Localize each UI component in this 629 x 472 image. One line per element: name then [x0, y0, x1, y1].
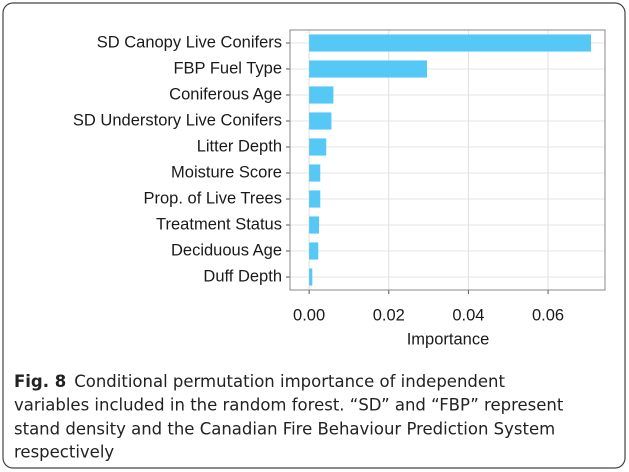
bar: [309, 138, 327, 156]
x-tick-label: 0.04: [452, 306, 484, 324]
y-tick-label: FBP Fuel Type: [173, 59, 282, 77]
bar: [309, 164, 321, 182]
bar: [309, 242, 319, 260]
bar: [309, 112, 332, 130]
bar: [309, 190, 321, 208]
y-tick-label: Treatment Status: [156, 215, 282, 233]
y-tick-label: Prop. of Live Trees: [144, 189, 283, 207]
y-tick-label: SD Understory Live Conifers: [73, 111, 282, 129]
caption-line: stand density and the Canadian Fire Beha…: [14, 420, 555, 439]
bar: [309, 216, 320, 234]
y-tick-label: Coniferous Age: [169, 85, 282, 103]
y-tick-label: Moisture Score: [171, 163, 282, 181]
bar: [309, 86, 334, 104]
caption-line: respectively: [14, 443, 114, 462]
y-tick-label: Deciduous Age: [171, 241, 282, 259]
x-tick-label: 0.02: [373, 306, 405, 324]
y-tick-label: Duff Depth: [203, 267, 282, 285]
caption-line: variables included in the random forest.…: [14, 396, 564, 415]
bar: [309, 268, 313, 286]
x-tick-label: 0.06: [532, 306, 564, 324]
caption-text: Conditional permutation importance of in…: [74, 372, 505, 391]
x-tick-label: 0.00: [293, 306, 325, 324]
y-tick-label: SD Canopy Live Conifers: [97, 33, 282, 51]
y-tick-label: Litter Depth: [197, 137, 282, 155]
bar: [309, 60, 427, 78]
caption-label: Fig. 8: [14, 372, 66, 391]
bar: [309, 34, 592, 52]
caption-line: Fig. 8 Conditional permutation importance…: [14, 372, 505, 391]
plot-border: [289, 29, 606, 291]
x-axis-title: Importance: [407, 330, 490, 348]
